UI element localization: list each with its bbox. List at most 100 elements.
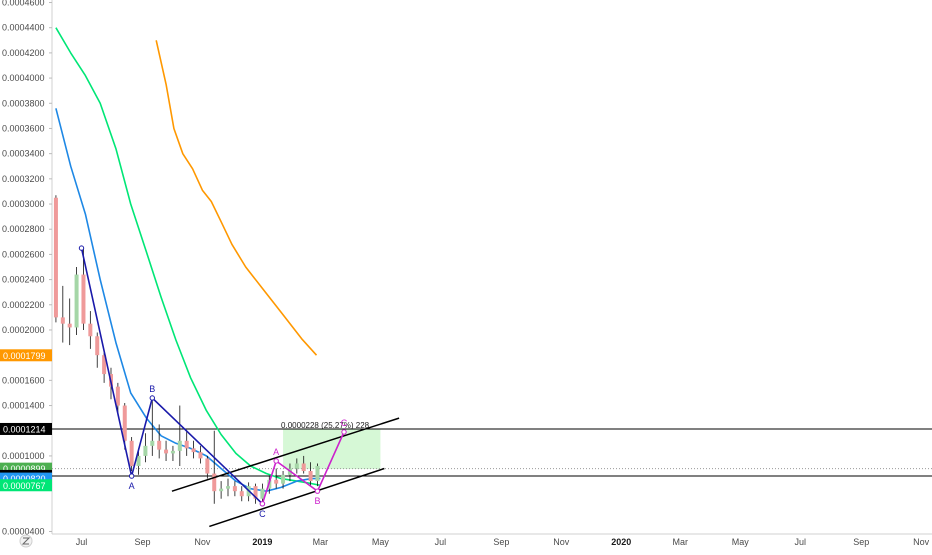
candle-16[interactable] bbox=[164, 440, 169, 461]
candle-33[interactable] bbox=[281, 471, 286, 489]
candle-body bbox=[281, 474, 286, 484]
y-tick-label-15: 0.0001400 bbox=[2, 401, 45, 411]
candle-body bbox=[143, 445, 148, 456]
price-tag-0: 0.0001799 bbox=[0, 349, 52, 362]
abc-pattern-2-label-b: B bbox=[314, 496, 320, 506]
candle-22[interactable] bbox=[205, 455, 210, 479]
candle-29[interactable] bbox=[253, 483, 258, 504]
abc-pattern-2-path bbox=[261, 431, 345, 505]
candle-18[interactable] bbox=[177, 405, 182, 466]
candle-36[interactable] bbox=[301, 455, 306, 474]
price-tag-bg bbox=[0, 349, 52, 362]
abc-pattern-2-point-3 bbox=[341, 429, 347, 435]
candle-37[interactable] bbox=[308, 462, 313, 487]
candle-body bbox=[205, 458, 210, 474]
y-tick-label-7: 0.0003200 bbox=[2, 174, 45, 184]
y-tick-label-5: 0.0003600 bbox=[2, 123, 45, 133]
channel-lower-line[interactable] bbox=[209, 467, 385, 528]
abc-pattern-2[interactable]: A B C bbox=[259, 418, 348, 507]
candle-19[interactable] bbox=[184, 430, 189, 456]
channel-upper-line[interactable] bbox=[171, 417, 400, 492]
candle-body bbox=[232, 486, 237, 492]
candle-body bbox=[102, 355, 107, 375]
candle-body bbox=[219, 488, 224, 492]
candle-body bbox=[260, 488, 265, 499]
x-tick-label-1: Sep bbox=[134, 537, 150, 547]
candle-body bbox=[191, 448, 196, 453]
candle-1[interactable] bbox=[60, 285, 65, 343]
y-tick-label-1: 0.0004400 bbox=[2, 23, 45, 33]
x-tick-label-5: May bbox=[372, 537, 390, 547]
candle-11[interactable] bbox=[129, 437, 134, 472]
candle-body bbox=[239, 491, 244, 497]
price-tag-label: 0.0000820 bbox=[3, 474, 46, 484]
candle-3[interactable] bbox=[74, 267, 79, 336]
candle-25[interactable] bbox=[226, 478, 230, 497]
x-tick-label-12: Jul bbox=[794, 537, 806, 547]
abc-pattern-1-label-b: B bbox=[149, 384, 155, 394]
candle-0[interactable] bbox=[53, 195, 58, 323]
candle-15[interactable] bbox=[157, 424, 162, 459]
candle-13[interactable] bbox=[143, 433, 148, 463]
candle-body bbox=[122, 405, 127, 441]
candle-body bbox=[74, 274, 79, 328]
candle-body bbox=[95, 336, 100, 356]
candle-7[interactable] bbox=[102, 352, 107, 383]
x-tick-label-9: 2020 bbox=[611, 537, 631, 547]
candle-body bbox=[67, 323, 72, 328]
series-line-2[interactable] bbox=[155, 40, 318, 356]
candle-body bbox=[301, 463, 306, 472]
candle-body bbox=[226, 486, 230, 489]
y-tick-label-14: 0.0001600 bbox=[2, 375, 45, 385]
x-tick-label-8: Nov bbox=[553, 537, 570, 547]
candle-body bbox=[308, 471, 313, 482]
price-tag-label: 0.0000899 bbox=[3, 464, 46, 474]
abc-pattern-1-point-0 bbox=[78, 245, 85, 251]
candle-14[interactable] bbox=[150, 397, 155, 456]
candle-17[interactable] bbox=[170, 445, 175, 461]
candle-body bbox=[53, 197, 58, 318]
y-tick-label-17: 0.0000400 bbox=[2, 526, 45, 536]
candle-body bbox=[164, 449, 169, 454]
x-tick-label-2: Nov bbox=[194, 537, 211, 547]
candle-2[interactable] bbox=[67, 298, 72, 346]
candle-body bbox=[129, 440, 134, 466]
candle-body bbox=[212, 473, 217, 492]
candle-4[interactable] bbox=[81, 248, 86, 330]
y-tick-label-8: 0.0003000 bbox=[2, 199, 45, 209]
candle-27[interactable] bbox=[239, 486, 244, 502]
timezone-icon[interactable] bbox=[19, 534, 33, 548]
abc-pattern-2-point-2 bbox=[314, 488, 321, 494]
price-tag-label: 0.0001799 bbox=[3, 351, 46, 361]
series-line-1[interactable] bbox=[55, 108, 321, 492]
y-tick-label-2: 0.0004200 bbox=[2, 48, 45, 58]
y-tick-label-11: 0.0002400 bbox=[2, 275, 45, 285]
x-tick-label-7: Sep bbox=[493, 537, 509, 547]
y-tick-label-4: 0.0003800 bbox=[2, 98, 45, 108]
y-tick-label-10: 0.0002600 bbox=[2, 249, 45, 259]
candle-body bbox=[150, 440, 155, 446]
candle-body bbox=[60, 317, 65, 324]
x-tick-label-10: Mar bbox=[673, 537, 689, 547]
candle-38[interactable] bbox=[315, 463, 320, 487]
candle-26[interactable] bbox=[232, 481, 237, 497]
candle-32[interactable] bbox=[274, 468, 279, 489]
candle-23[interactable] bbox=[212, 430, 217, 504]
candle-6[interactable] bbox=[95, 332, 100, 368]
abc-pattern-2-label-a: A bbox=[273, 447, 279, 457]
candle-21[interactable] bbox=[198, 445, 203, 464]
y-tick-label-13: 0.0002000 bbox=[2, 325, 45, 335]
price-tag-bg bbox=[0, 479, 52, 492]
abc-pattern-2-label-c: C bbox=[341, 418, 348, 428]
candle-24[interactable] bbox=[219, 481, 224, 499]
abc-pattern-2-point-0 bbox=[259, 501, 266, 507]
x-tick-label-6: Jul bbox=[435, 537, 447, 547]
candle-5[interactable] bbox=[88, 311, 93, 349]
price-tag-bg bbox=[0, 422, 52, 435]
candle-body bbox=[274, 479, 279, 484]
candle-20[interactable] bbox=[191, 440, 196, 459]
candle-35[interactable] bbox=[294, 458, 299, 474]
candle-body bbox=[184, 440, 189, 449]
